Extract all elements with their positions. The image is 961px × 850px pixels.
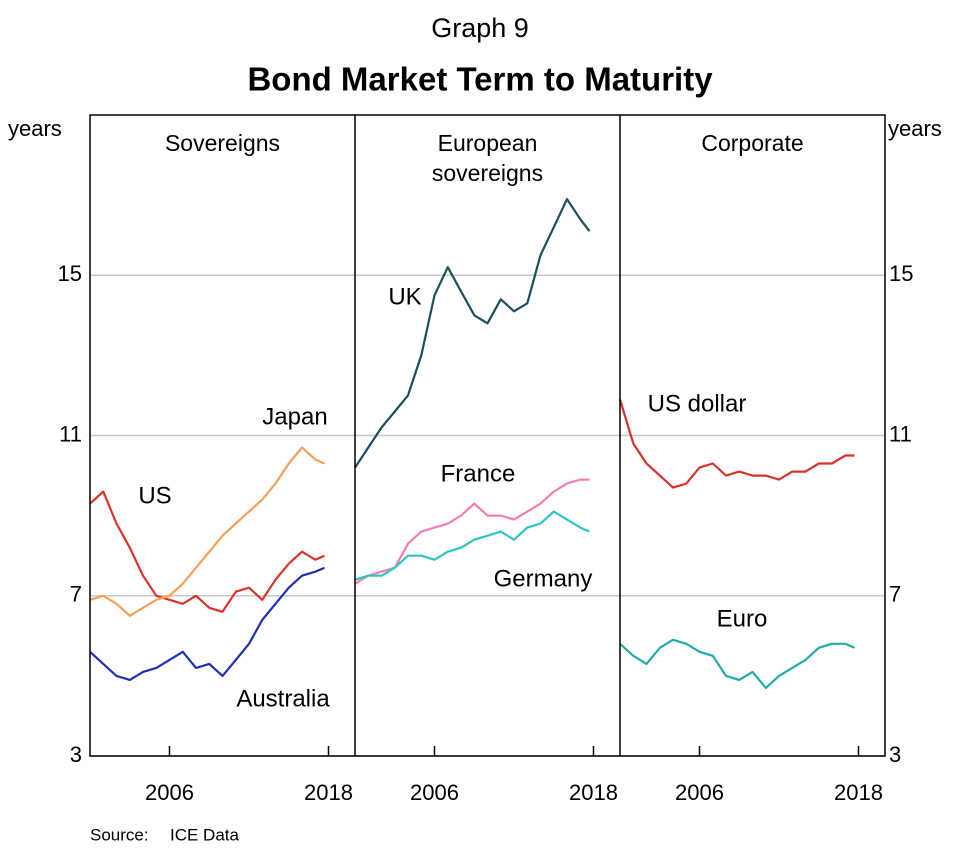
source: ICE Data <box>170 825 240 844</box>
line-series <box>354 510 590 581</box>
y-tick-label: 11 <box>889 421 912 446</box>
source-label: Source: <box>90 825 149 844</box>
panel-title-text: Corporate <box>701 130 804 156</box>
panel-title-text: Sovereigns <box>164 130 281 156</box>
y-tick-label: 15 <box>889 261 913 286</box>
x-tick-label: 2006 <box>410 780 459 805</box>
x-tick-label: 2006 <box>675 780 724 805</box>
y-axis-label: years <box>888 116 942 141</box>
line-series <box>89 446 325 617</box>
panel-title: European sovereigns <box>355 128 620 188</box>
x-tick-label: 2018 <box>569 780 618 805</box>
y-tick-label: 3 <box>70 742 82 767</box>
y-tick-label: 11 <box>59 421 82 446</box>
panel-title-text: European sovereigns <box>431 130 544 186</box>
y-tick-label: 7 <box>889 582 901 607</box>
line-series <box>354 198 591 469</box>
series-label: US <box>138 482 171 509</box>
y-tick-label: 15 <box>58 261 82 286</box>
graph-label: Graph 9 <box>431 13 529 43</box>
series-label: France <box>441 460 516 487</box>
panel-title: Corporate <box>620 128 885 158</box>
line-series <box>89 490 325 613</box>
y-tick-label: 7 <box>70 582 82 607</box>
series-label: Germany <box>494 565 593 592</box>
line-series <box>619 638 855 689</box>
x-tick-label: 2018 <box>304 780 353 805</box>
x-tick-label: 2006 <box>145 780 194 805</box>
series-label: UK <box>388 283 421 310</box>
line-series <box>89 566 325 681</box>
panel-title: Sovereigns <box>90 128 355 158</box>
line-series <box>618 399 855 489</box>
x-tick-label: 2018 <box>834 780 883 805</box>
chart-title: Bond Market Term to Maturity <box>247 61 713 98</box>
series-label: Australia <box>236 685 330 712</box>
y-tick-label: 3 <box>889 742 901 767</box>
y-axis-label: years <box>8 116 62 141</box>
series-label: US dollar <box>648 390 747 417</box>
series-label: Euro <box>717 605 768 632</box>
plot-frame <box>89 114 886 757</box>
series-label: Japan <box>262 403 327 430</box>
